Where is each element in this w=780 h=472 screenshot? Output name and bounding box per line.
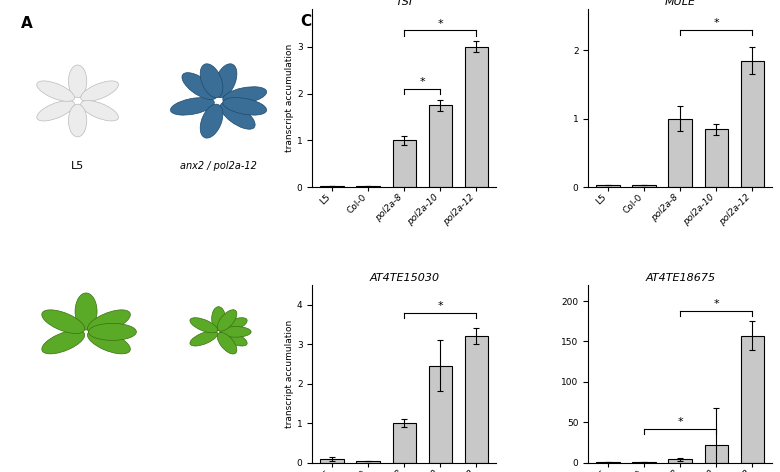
Y-axis label: transcript accumulation: transcript accumulation [285,320,294,428]
Text: *: * [438,19,443,29]
Bar [321,459,344,463]
Ellipse shape [75,293,97,330]
Ellipse shape [37,101,75,121]
Text: B: B [21,251,33,266]
Ellipse shape [80,101,119,121]
Ellipse shape [190,331,218,346]
Ellipse shape [190,318,218,333]
Ellipse shape [219,318,247,333]
Ellipse shape [220,102,255,129]
Ellipse shape [215,64,237,98]
Text: L5: L5 [80,410,93,420]
Ellipse shape [223,87,267,104]
Bar [429,366,452,463]
Ellipse shape [87,310,130,334]
Bar [429,105,452,187]
Ellipse shape [42,330,85,354]
Bar [356,461,380,463]
Ellipse shape [200,104,223,138]
Text: *: * [677,417,683,427]
Ellipse shape [69,104,87,137]
Bar [741,61,764,187]
Bar [597,185,620,187]
Bar [465,336,488,463]
Bar [704,129,728,187]
Ellipse shape [223,98,267,115]
Title: TSI: TSI [395,0,413,7]
Ellipse shape [182,73,217,100]
Ellipse shape [37,81,75,101]
Text: anx2 / pol2a-12: anx2 / pol2a-12 [180,410,257,420]
Bar [741,336,764,463]
Bar [356,185,380,187]
Title: AT4TE15030: AT4TE15030 [369,273,439,283]
Text: *: * [438,301,443,311]
Bar [668,119,692,187]
Title: MULE: MULE [665,0,696,7]
Bar [633,185,656,187]
Ellipse shape [219,331,247,346]
Ellipse shape [218,310,237,331]
Text: A: A [21,16,33,31]
Ellipse shape [80,81,119,101]
Text: *: * [714,18,719,28]
Text: *: * [714,299,719,309]
Ellipse shape [69,65,87,98]
Bar [321,185,344,187]
Bar [392,423,416,463]
Bar [668,459,692,463]
Bar [465,47,488,187]
Y-axis label: transcript accumulation: transcript accumulation [285,44,294,152]
Ellipse shape [211,307,225,331]
Bar [704,445,728,463]
Ellipse shape [171,98,214,115]
Ellipse shape [88,323,136,340]
Ellipse shape [87,330,130,354]
Ellipse shape [42,310,85,334]
Ellipse shape [200,64,223,98]
Text: C: C [300,14,311,29]
Bar [392,140,416,187]
Ellipse shape [220,327,251,337]
Title: AT4TE18675: AT4TE18675 [645,273,715,283]
Ellipse shape [218,333,237,354]
Text: L5: L5 [71,161,84,171]
Text: anx2 / pol2a-12: anx2 / pol2a-12 [180,161,257,171]
Text: *: * [420,77,425,87]
